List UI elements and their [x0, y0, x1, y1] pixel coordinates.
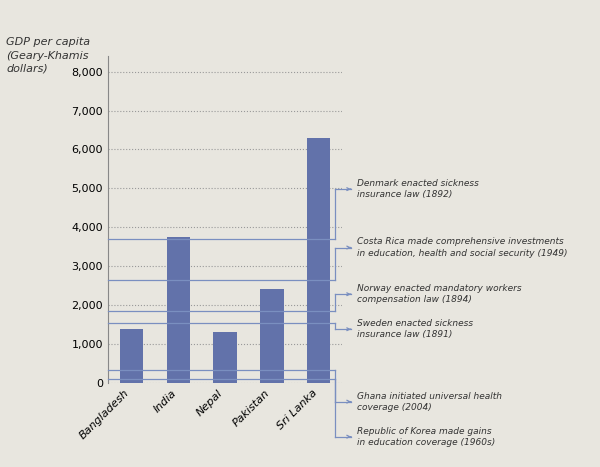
Text: Denmark enacted sickness
insurance law (1892): Denmark enacted sickness insurance law (…	[357, 179, 479, 199]
Text: Norway enacted mandatory workers
compensation law (1894): Norway enacted mandatory workers compens…	[357, 284, 521, 304]
Bar	[260, 289, 284, 383]
Text: Ghana initiated universal health
coverage (2004): Ghana initiated universal health coverag…	[357, 391, 502, 412]
Bar	[307, 138, 331, 383]
Bar	[214, 332, 237, 383]
Bar	[167, 237, 190, 383]
Text: GDP per capita
(Geary-Khamis
dollars): GDP per capita (Geary-Khamis dollars)	[6, 37, 90, 74]
Text: Sweden enacted sickness
insurance law (1891): Sweden enacted sickness insurance law (1…	[357, 319, 473, 340]
Bar	[120, 329, 143, 383]
Text: Republic of Korea made gains
in education coverage (1960s): Republic of Korea made gains in educatio…	[357, 426, 495, 447]
Text: Costa Rica made comprehensive investments
in education, health and social securi: Costa Rica made comprehensive investment…	[357, 237, 568, 258]
